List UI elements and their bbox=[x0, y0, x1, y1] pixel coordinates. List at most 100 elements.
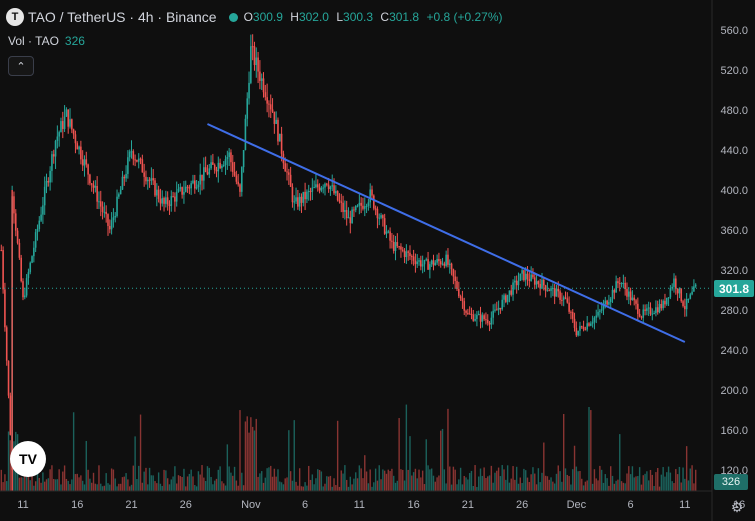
candle-body bbox=[597, 311, 599, 316]
volume-bar bbox=[188, 473, 191, 491]
volume-bar bbox=[655, 472, 657, 491]
volume-bar bbox=[65, 478, 68, 491]
volume-bar bbox=[326, 476, 328, 491]
high-label: H bbox=[290, 10, 299, 24]
volume-bar bbox=[671, 481, 673, 491]
candle-body bbox=[344, 210, 346, 212]
volume-bar bbox=[411, 475, 413, 491]
candle-body bbox=[385, 231, 388, 234]
candle-body bbox=[503, 295, 505, 300]
candle-body bbox=[320, 187, 323, 191]
candle-body bbox=[99, 201, 102, 207]
x-tick-label: 11 bbox=[354, 499, 365, 511]
volume-bar bbox=[590, 410, 592, 491]
candle-body bbox=[436, 259, 438, 263]
candle-body bbox=[293, 201, 296, 203]
volume-bar bbox=[53, 479, 55, 491]
gear-icon[interactable]: ⚙ bbox=[730, 498, 744, 515]
trendline[interactable] bbox=[207, 123, 686, 343]
candle-body bbox=[365, 205, 368, 207]
candle-body bbox=[508, 290, 511, 295]
candle-body bbox=[599, 310, 601, 312]
candle-body bbox=[488, 322, 491, 325]
volume-bar bbox=[128, 486, 131, 491]
candle-body bbox=[67, 109, 70, 127]
volume-bar bbox=[291, 480, 294, 491]
volume-bar bbox=[239, 410, 241, 491]
volume-bar bbox=[101, 486, 104, 491]
candle-body bbox=[655, 307, 657, 313]
candle-body bbox=[409, 252, 411, 257]
tradingview-logo[interactable]: TV bbox=[10, 441, 46, 477]
y-tick-label: 360.0 bbox=[720, 225, 748, 237]
candle-body bbox=[521, 270, 523, 274]
candle-body bbox=[510, 290, 513, 295]
close-value: 301.8 bbox=[389, 10, 420, 24]
volume-bar bbox=[564, 468, 567, 491]
candle-body bbox=[29, 262, 32, 273]
volume-bar bbox=[213, 480, 216, 491]
candle-body bbox=[653, 312, 655, 314]
volume-label[interactable]: Vol · TAO bbox=[8, 34, 59, 48]
candle-body bbox=[465, 310, 467, 313]
volume-bar bbox=[159, 483, 162, 491]
candle-body bbox=[564, 297, 567, 299]
volume-bar bbox=[667, 466, 670, 491]
collapse-legend-button[interactable]: ⌃ bbox=[8, 56, 34, 76]
volume-bar bbox=[385, 473, 388, 491]
volume-bar bbox=[685, 446, 688, 491]
candle-body bbox=[573, 318, 576, 328]
candle-body bbox=[360, 202, 362, 206]
volume-bar bbox=[611, 475, 614, 491]
candle-body bbox=[297, 197, 299, 207]
volume-bar bbox=[186, 476, 189, 491]
volume-bar bbox=[125, 473, 127, 491]
candle-body bbox=[284, 163, 287, 172]
volume-bar bbox=[519, 477, 521, 491]
price-axis[interactable]: 560.0 520.0 480.0 440.0 400.0 360.0 320.0 280.0… bbox=[720, 25, 748, 477]
volume-bar bbox=[405, 404, 408, 491]
volume-bar bbox=[322, 486, 324, 491]
volume-bar bbox=[510, 478, 512, 491]
candle-body bbox=[624, 282, 626, 289]
candle-body bbox=[380, 215, 382, 218]
candle-body bbox=[159, 198, 162, 204]
high-value: 302.0 bbox=[298, 10, 329, 24]
time-axis[interactable]: 11 16 21 26 Nov 6 11 16 21 26 Dec 6 11 16 bbox=[17, 499, 745, 511]
symbol-title[interactable]: TAO / TetherUS · 4h · Binance bbox=[28, 9, 217, 25]
candle-body bbox=[439, 261, 442, 265]
volume-bar bbox=[693, 483, 695, 491]
volume-bar bbox=[409, 436, 411, 491]
volume-bar bbox=[403, 480, 406, 491]
candle-body bbox=[298, 196, 301, 207]
volume-bar bbox=[181, 476, 183, 491]
candle-body bbox=[673, 278, 675, 287]
volume-bar bbox=[344, 465, 346, 491]
candle-body bbox=[246, 98, 249, 119]
volume-bar bbox=[613, 483, 616, 491]
candle-body bbox=[51, 154, 53, 171]
candle-body bbox=[289, 174, 292, 187]
candle-body bbox=[429, 264, 431, 270]
candle-body bbox=[438, 259, 440, 262]
candle-body bbox=[427, 259, 429, 270]
volume-bar bbox=[541, 472, 543, 491]
candle-body bbox=[620, 283, 623, 285]
volume-bar bbox=[116, 486, 118, 491]
volume-bar bbox=[109, 484, 111, 491]
candle-body bbox=[454, 276, 456, 281]
candle-body bbox=[338, 200, 341, 202]
volume-bar bbox=[130, 484, 133, 491]
volume-bar bbox=[232, 475, 234, 491]
volume-bar bbox=[318, 470, 321, 491]
candle-body bbox=[584, 329, 587, 331]
candle-body bbox=[403, 250, 406, 258]
x-tick-label: 11 bbox=[679, 499, 690, 511]
candle-body bbox=[89, 174, 91, 184]
volume-bar bbox=[148, 467, 151, 491]
candle-body bbox=[262, 78, 265, 93]
volume-bar bbox=[78, 477, 80, 491]
volume-bar bbox=[22, 477, 24, 491]
candle-body bbox=[401, 249, 404, 251]
